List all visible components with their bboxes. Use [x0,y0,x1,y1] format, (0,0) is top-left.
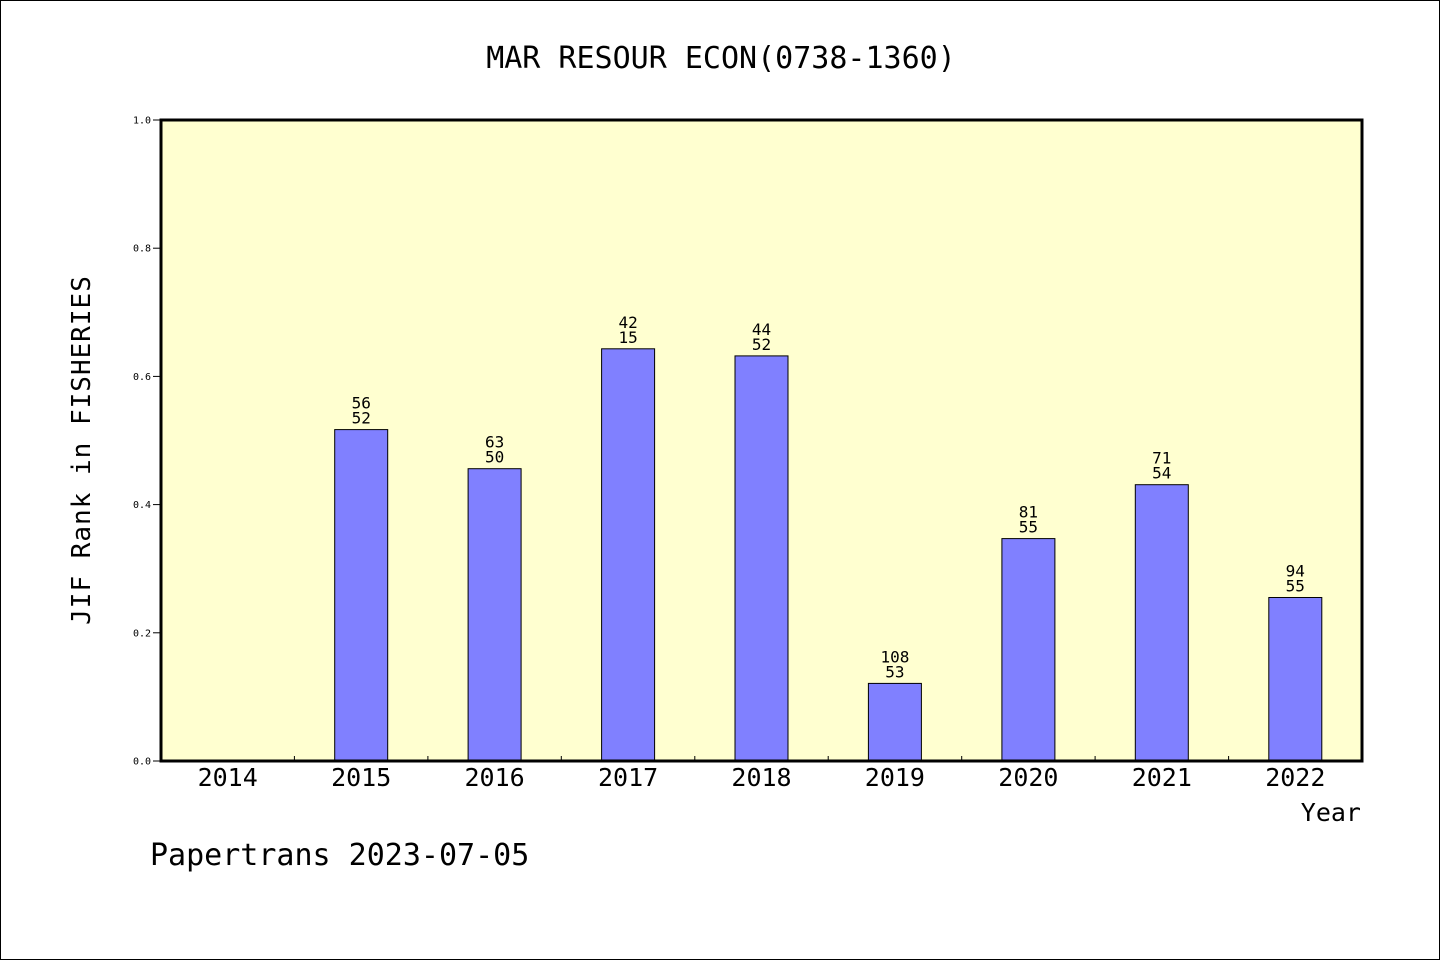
x-tick-label-2019: 2019 [865,763,925,792]
x-tick-label-2020: 2020 [998,763,1058,792]
x-tick-label-2016: 2016 [464,763,524,792]
x-tick-label-2015: 2015 [331,763,391,792]
bar-label-top-2016: 63 [485,433,504,452]
y-tick-label-0.2: 0.2 [133,628,151,639]
x-tick-label-2018: 2018 [731,763,791,792]
bar-label-top-2017: 42 [618,313,637,332]
bar-2015 [334,429,389,762]
x-tick-label-2014: 2014 [198,763,258,792]
x-tick-label-2021: 2021 [1132,763,1192,792]
y-tick-label-0.4: 0.4 [133,500,151,511]
bar-2019 [867,682,922,762]
bar-2016 [467,468,522,762]
bar-label-top-2021: 71 [1152,449,1171,468]
bar-2021 [1134,484,1189,762]
bar-label-top-2022: 94 [1286,562,1305,581]
bar-label-top-2019: 108 [880,647,909,666]
bar-label-bottom-2018: 52 [752,335,771,354]
y-axis: 0.0 0.2 0.4 0.6 0.8 1.0 [133,116,161,768]
bar-2017 [601,348,656,762]
bar-label-bottom-2017: 15 [618,328,637,347]
y-tick-label-0.6: 0.6 [133,372,151,383]
bar-label-bottom-2021: 54 [1152,464,1171,483]
bar-label-top-2018: 44 [752,320,771,339]
x-tick-label-2017: 2017 [598,763,658,792]
y-axis-label: JIF Rank in FISHERIES [67,275,97,625]
bar-label-bottom-2015: 52 [352,409,371,428]
bar-label-bottom-2019: 53 [885,662,904,681]
y-tick-label-0.0: 0.0 [133,757,151,768]
bar-label-bottom-2016: 50 [485,448,504,467]
y-tick-label-0.8: 0.8 [133,244,151,255]
bar-label-top-2020: 81 [1019,503,1038,522]
x-tick-label-2022: 2022 [1265,763,1325,792]
bar-label-top-2015: 56 [352,394,371,413]
bar-label-bottom-2020: 55 [1019,518,1038,537]
bar-2018 [734,355,789,762]
chart-title: MAR RESOUR ECON(0738-1360) [486,41,956,76]
x-axis-label: Year [1301,798,1361,827]
bar-2022 [1268,597,1323,762]
bars-group [334,348,1323,762]
footer-stamp: Papertrans 2023-07-05 [150,838,529,873]
bar-2020 [1001,538,1056,762]
bar-label-bottom-2022: 55 [1286,577,1305,596]
y-tick-label-1.0: 1.0 [133,116,151,127]
plot-border [159,118,1364,763]
x-axis: 2014 2015 2016 2017 2018 2019 2020 2021 2022 [198,756,1325,792]
